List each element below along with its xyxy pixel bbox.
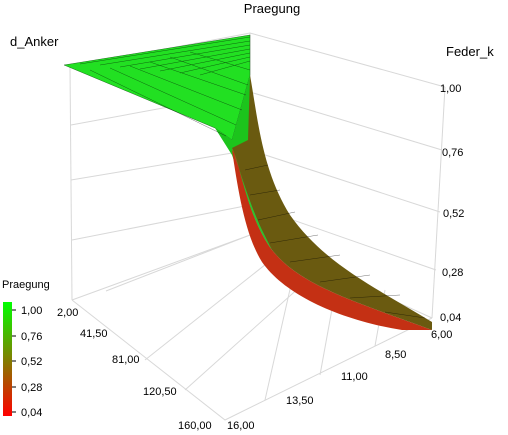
surface-mesh — [79, 36, 426, 319]
colorbar-tick-label-0: 1,00 — [21, 305, 42, 317]
z-tick-label-2: 0,52 — [443, 208, 464, 220]
floor-grid-1 — [105, 229, 264, 292]
colorbar-tick-label-2: 0,52 — [21, 356, 42, 368]
x-tick-label-3: 120,50 — [143, 386, 177, 398]
y-tick-label-2: 11,00 — [341, 371, 368, 383]
left-wall-edge — [69, 66, 73, 301]
colorbar-tick-label-3: 0,28 — [21, 382, 42, 394]
z-tick-label-0: 1,00 — [440, 83, 461, 95]
surface-front-lower — [232, 148, 432, 330]
colorbar: Praegung 1,00 0,76 0,52 0,28 0,04 — [2, 279, 50, 419]
y-tick-labels: 6,00 8,50 11,00 13,50 16,00 — [227, 329, 452, 432]
colorbar-gradient — [3, 302, 12, 416]
surface — [63, 34, 432, 330]
z-tick-label-1: 0,76 — [442, 147, 463, 159]
x-tick-label-4: 160,00 — [178, 420, 212, 432]
x-axis-label: d_Anker — [10, 34, 59, 49]
x-tick-label-1: 41,50 — [80, 328, 108, 340]
x-tick-label-0: 2,00 — [57, 307, 78, 319]
surface-back-slope — [232, 75, 432, 330]
colorbar-tick-label-1: 0,76 — [21, 331, 42, 343]
z-tick-label-3: 0,28 — [442, 267, 463, 279]
floor-front-edges — [71, 299, 433, 421]
surface-plateau — [63, 34, 251, 141]
colorbar-tick-label-4: 0,04 — [21, 407, 42, 419]
y-tick-label-4: 16,00 — [227, 420, 255, 432]
z-tick-label-4: 0,04 — [440, 312, 461, 324]
y-tick-label-3: 13,50 — [286, 395, 314, 407]
colorbar-ticks — [12, 309, 16, 413]
z-tick-labels: 1,00 0,76 0,52 0,28 0,04 — [440, 83, 464, 324]
z-axis-label: Feder_k — [446, 44, 494, 59]
y-tick-label-0: 6,00 — [431, 329, 452, 341]
colorbar-title: Praegung — [2, 279, 50, 291]
x-tick-labels: 2,00 41,50 81,00 120,50 160,00 — [57, 307, 212, 432]
y-tick-label-1: 8,50 — [385, 349, 406, 361]
chart-title: Praegung — [244, 1, 300, 16]
right-wall-edge — [431, 86, 446, 319]
x-tick-label-2: 81,00 — [112, 354, 140, 366]
